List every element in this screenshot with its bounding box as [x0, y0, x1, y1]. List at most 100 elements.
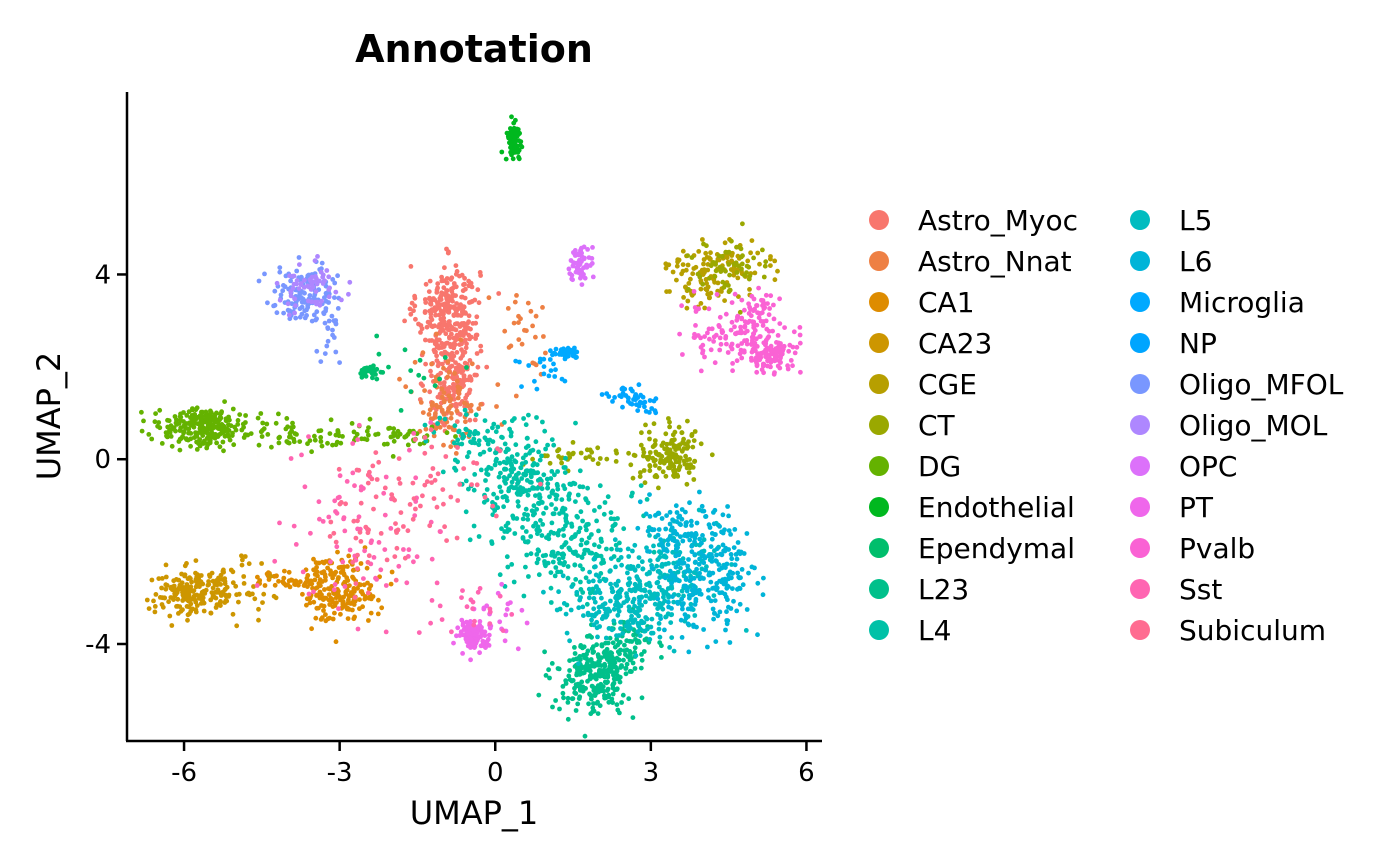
data-point	[578, 247, 583, 253]
data-point	[657, 554, 663, 560]
data-point	[679, 430, 685, 436]
data-point	[357, 597, 362, 602]
data-point	[159, 602, 165, 607]
data-point	[508, 126, 513, 131]
data-point	[607, 667, 612, 673]
data-point	[495, 424, 501, 430]
data-point	[159, 585, 165, 591]
data-point	[440, 469, 446, 475]
data-point	[726, 528, 732, 533]
data-point	[435, 285, 440, 291]
data-point	[440, 361, 445, 367]
data-point	[490, 439, 496, 444]
data-point	[512, 299, 518, 305]
data-point	[333, 509, 338, 514]
data-point	[666, 416, 671, 421]
data-point	[489, 539, 494, 544]
data-point	[451, 376, 456, 382]
data-point	[618, 619, 623, 625]
data-point	[708, 598, 714, 604]
data-point	[141, 418, 146, 424]
data-point	[647, 436, 652, 442]
data-point	[774, 340, 779, 345]
data-point	[312, 577, 318, 583]
data-point	[461, 632, 466, 638]
data-point	[657, 634, 663, 640]
data-point	[589, 532, 594, 537]
data-point	[772, 370, 777, 375]
data-point	[261, 426, 267, 432]
data-point	[219, 422, 225, 427]
data-point	[296, 255, 302, 260]
data-point	[271, 573, 277, 579]
data-point	[358, 484, 364, 490]
data-point	[739, 254, 744, 260]
data-point	[285, 424, 290, 430]
data-point	[444, 292, 449, 298]
data-point	[676, 578, 681, 583]
data-point	[482, 494, 488, 500]
data-point	[462, 337, 468, 343]
data-point	[525, 539, 530, 545]
data-point	[281, 310, 286, 316]
data-point	[572, 348, 578, 354]
data-point	[151, 598, 156, 604]
legend-item: Pvalb	[1130, 532, 1255, 565]
data-point	[306, 298, 311, 304]
data-point	[734, 556, 740, 562]
data-point	[569, 272, 575, 278]
data-point	[587, 668, 593, 674]
data-point	[701, 553, 706, 558]
data-point	[454, 633, 459, 639]
data-point	[693, 590, 698, 596]
data-point	[742, 273, 747, 278]
data-point	[242, 554, 248, 559]
data-point	[454, 332, 460, 338]
data-point	[587, 569, 592, 575]
data-point	[454, 312, 460, 318]
legend: Astro_MyocAstro_NnatCA1CA23CGECTDGEndoth…	[869, 204, 1344, 647]
data-point	[572, 645, 577, 650]
data-point	[763, 347, 768, 353]
data-point	[619, 664, 624, 669]
data-point	[718, 551, 723, 557]
data-point	[760, 361, 766, 367]
data-point	[570, 440, 576, 445]
data-point	[294, 268, 300, 274]
data-point	[653, 473, 659, 478]
data-point	[337, 473, 343, 479]
data-point	[351, 429, 357, 435]
data-point	[334, 544, 340, 550]
data-point	[587, 550, 593, 556]
data-point	[427, 338, 432, 343]
data-point	[723, 594, 729, 600]
data-point	[553, 698, 558, 703]
data-point	[239, 553, 244, 559]
data-point	[774, 354, 780, 359]
data-point	[655, 511, 661, 517]
data-point	[236, 591, 242, 597]
data-point	[235, 418, 241, 423]
data-point	[441, 285, 447, 291]
data-point	[587, 633, 593, 638]
data-point	[713, 639, 719, 644]
data-point	[462, 349, 468, 355]
data-point	[389, 492, 395, 497]
data-point	[546, 667, 551, 673]
data-point	[271, 303, 276, 309]
data-point	[701, 267, 707, 273]
data-point	[659, 563, 664, 569]
data-point	[488, 466, 494, 471]
data-point	[481, 605, 487, 611]
data-point	[647, 589, 652, 595]
data-point	[589, 612, 595, 618]
data-point	[701, 257, 707, 262]
data-point	[449, 331, 454, 337]
data-point	[218, 593, 224, 598]
data-point	[695, 271, 701, 277]
data-point	[144, 597, 150, 603]
data-point	[487, 606, 493, 612]
data-point	[563, 523, 568, 529]
data-point	[670, 462, 675, 467]
x-axis-ticks: -6 -3 0 3 6	[171, 741, 815, 788]
